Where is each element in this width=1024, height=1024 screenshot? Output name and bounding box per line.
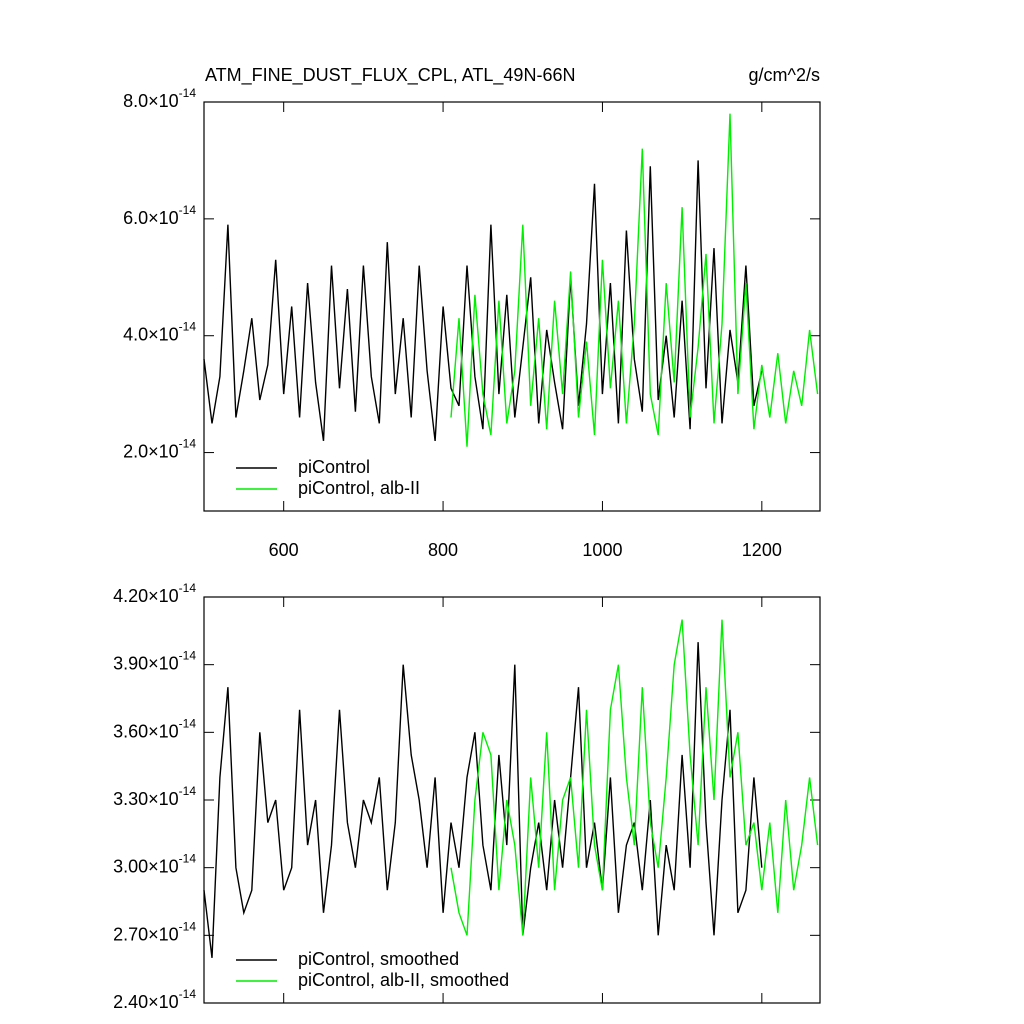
y-tick-exponent: -14 xyxy=(179,852,197,866)
x-tick-label: 800 xyxy=(428,540,458,560)
y-tick-label: 3.00×10-14 xyxy=(113,852,196,877)
y-tick-exponent: -14 xyxy=(179,920,197,934)
y-tick-exponent: -14 xyxy=(179,649,197,663)
y-tick-label: 8.0×10-14 xyxy=(123,86,196,111)
plot-frame xyxy=(203,596,821,1004)
y-tick-exponent: -14 xyxy=(179,320,197,334)
x-tick-label: 1200 xyxy=(742,540,782,560)
y-tick-label: 2.40×10-14 xyxy=(113,987,196,1012)
y-tick-mantissa: 3.90×10 xyxy=(113,653,179,673)
legend-label: piControl xyxy=(298,457,370,477)
legend-label: piControl, alb-II xyxy=(298,478,420,498)
y-tick-exponent: -14 xyxy=(179,784,197,798)
y-tick-label: 3.30×10-14 xyxy=(113,784,196,809)
y-tick-label: 2.70×10-14 xyxy=(113,920,196,945)
y-tick-mantissa: 4.0×10 xyxy=(123,324,179,344)
y-tick-mantissa: 3.60×10 xyxy=(113,721,179,741)
y-tick-mantissa: 6.0×10 xyxy=(123,208,179,228)
y-tick-label: 2.0×10-14 xyxy=(123,437,196,462)
y-tick-mantissa: 3.00×10 xyxy=(113,856,179,876)
series-line xyxy=(203,160,763,441)
units-label: g/cm^2/s xyxy=(749,65,820,85)
series-line xyxy=(203,642,763,958)
y-tick-label: 4.20×10-14 xyxy=(113,581,196,606)
y-tick-label: 3.60×10-14 xyxy=(113,717,196,742)
y-tick-exponent: -14 xyxy=(179,437,197,451)
chart-title: ATM_FINE_DUST_FLUX_CPL, ATL_49N-66N xyxy=(205,65,575,86)
series-line xyxy=(450,619,819,936)
y-tick-exponent: -14 xyxy=(179,86,197,100)
y-tick-mantissa: 2.0×10 xyxy=(123,441,179,461)
legend-label: piControl, alb-II, smoothed xyxy=(298,970,509,990)
y-tick-mantissa: 2.70×10 xyxy=(113,924,179,944)
y-tick-mantissa: 8.0×10 xyxy=(123,91,179,111)
y-tick-label: 4.0×10-14 xyxy=(123,320,196,345)
y-tick-exponent: -14 xyxy=(179,581,197,595)
y-tick-exponent: -14 xyxy=(179,203,197,217)
y-tick-mantissa: 3.30×10 xyxy=(113,789,179,809)
y-tick-mantissa: 2.40×10 xyxy=(113,992,179,1012)
y-tick-label: 6.0×10-14 xyxy=(123,203,196,228)
x-tick-label: 600 xyxy=(269,540,299,560)
y-tick-mantissa: 4.20×10 xyxy=(113,586,179,606)
series-line xyxy=(450,113,819,447)
y-tick-label: 3.90×10-14 xyxy=(113,649,196,674)
legend-label: piControl, smoothed xyxy=(298,949,459,969)
y-tick-exponent: -14 xyxy=(179,987,197,1001)
x-tick-label: 1000 xyxy=(582,540,622,560)
plot-frame xyxy=(203,101,821,512)
y-tick-exponent: -14 xyxy=(179,717,197,731)
